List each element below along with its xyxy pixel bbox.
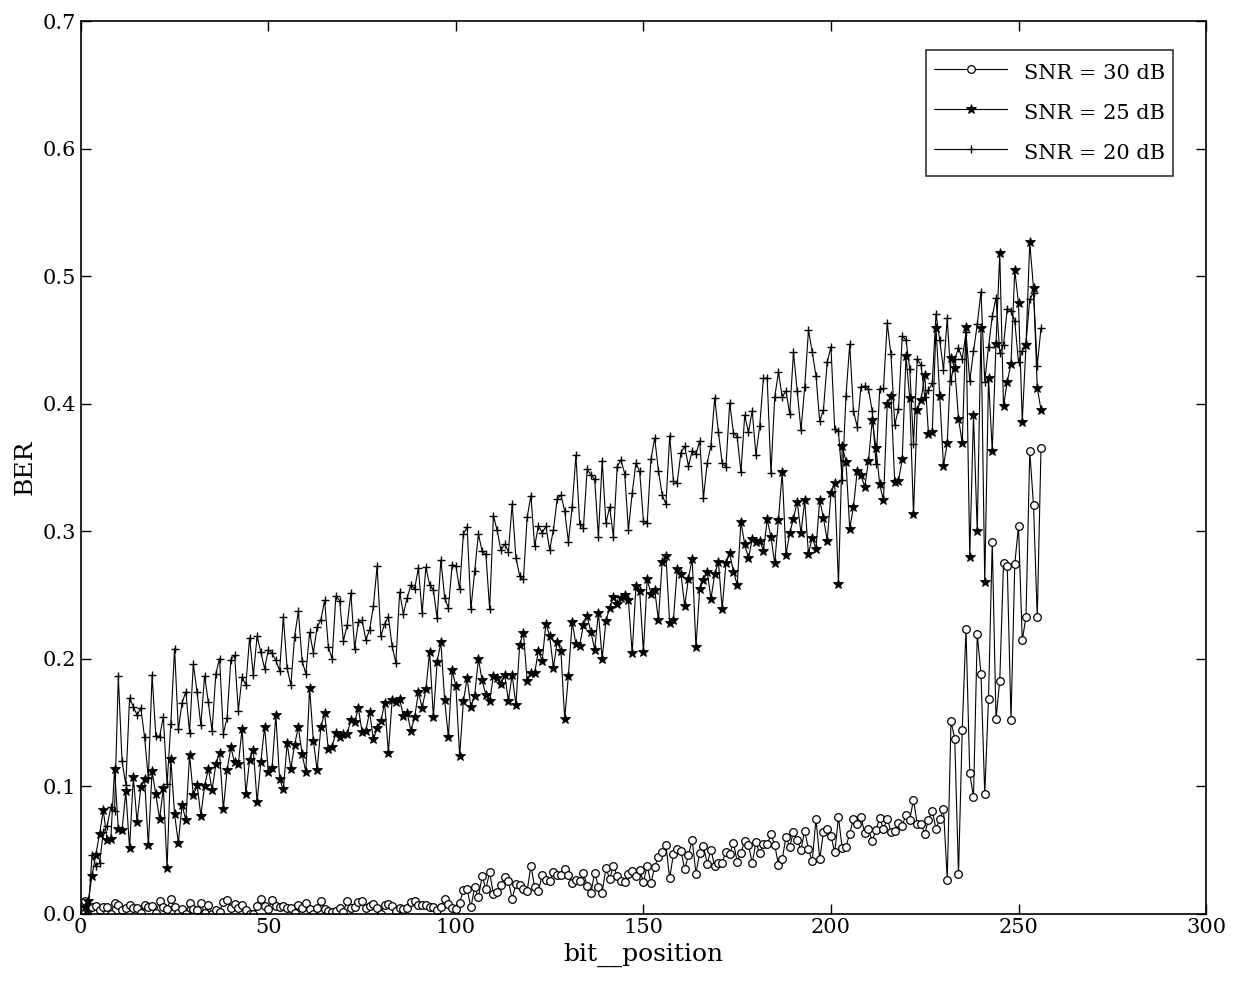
SNR = 30 dB <box>434 902 449 913</box>
SNR = 20 dB <box>973 285 988 297</box>
SNR = 20 dB <box>853 381 868 392</box>
Line: SNR = 20 dB: SNR = 20 dB <box>81 287 1045 917</box>
SNR = 25 dB <box>1022 236 1037 248</box>
Y-axis label: BER: BER <box>14 439 37 495</box>
SNR = 25 dB <box>430 655 445 667</box>
SNR = 25 dB <box>441 731 456 743</box>
SNR = 30 dB <box>1034 441 1049 453</box>
Line: SNR = 30 dB: SNR = 30 dB <box>81 443 1045 917</box>
SNR = 30 dB <box>857 827 872 839</box>
SNR = 20 dB <box>430 612 445 624</box>
SNR = 20 dB <box>1034 322 1049 334</box>
SNR = 30 dB <box>553 869 568 881</box>
SNR = 25 dB <box>853 470 868 482</box>
SNR = 25 dB <box>549 637 564 648</box>
SNR = 20 dB <box>549 493 564 505</box>
SNR = 30 dB <box>445 903 460 914</box>
SNR = 25 dB <box>1034 404 1049 416</box>
SNR = 20 dB <box>377 618 392 630</box>
SNR = 25 dB <box>377 697 392 709</box>
SNR = 30 dB <box>77 895 92 906</box>
SNR = 20 dB <box>441 602 456 614</box>
X-axis label: bit__position: bit__position <box>563 943 723 967</box>
SNR = 30 dB <box>103 907 118 919</box>
SNR = 25 dB <box>494 678 508 690</box>
Line: SNR = 25 dB: SNR = 25 dB <box>79 237 1045 911</box>
SNR = 25 dB <box>77 901 92 912</box>
SNR = 20 dB <box>77 907 92 919</box>
SNR = 30 dB <box>497 871 512 883</box>
SNR = 30 dB <box>381 898 396 909</box>
SNR = 20 dB <box>494 544 508 556</box>
Legend: SNR = 30 dB, SNR = 25 dB, SNR = 20 dB: SNR = 30 dB, SNR = 25 dB, SNR = 20 dB <box>926 50 1173 176</box>
